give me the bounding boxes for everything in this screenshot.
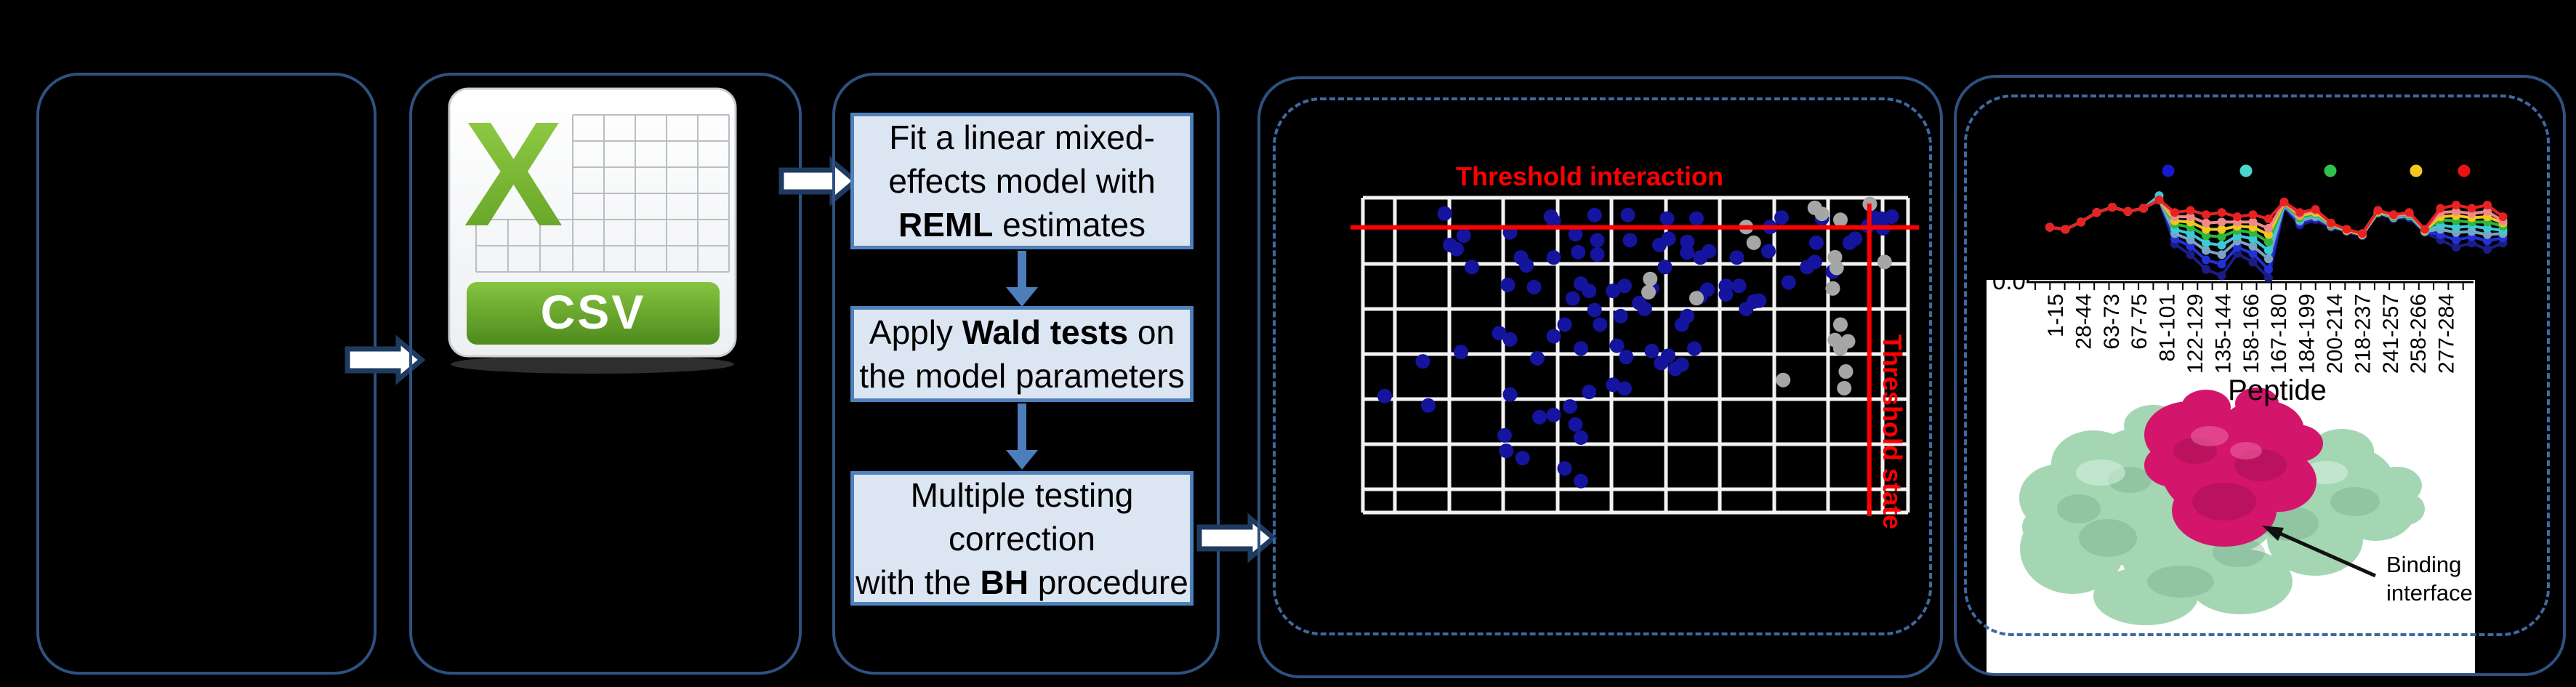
svg-text:158-166: 158-166 bbox=[2239, 294, 2263, 374]
hdx-figure-background: 1-15 28-44 63-73 67-75 81-101 122-129 135-144 1… bbox=[1987, 280, 2475, 674]
step-fit-model-line3: REML estimates bbox=[898, 206, 1146, 244]
step-bh-correction-line3: with the BH procedure bbox=[856, 563, 1188, 601]
step-fit-model-line1: Fit a linear mixed- bbox=[889, 118, 1155, 156]
down-arrow-1 bbox=[1006, 251, 1038, 307]
panel-statistical-modeling bbox=[832, 73, 1220, 675]
hdx-figure: 1-15 28-44 63-73 67-75 81-101 122-129 135-144 1… bbox=[2019, 280, 2474, 625]
csv-icon-shadow bbox=[451, 355, 734, 374]
peptide-axis: 1-15 28-44 63-73 67-75 81-101 122-129 135-144 1… bbox=[2026, 280, 2474, 374]
svg-text:200-214: 200-214 bbox=[2323, 294, 2347, 374]
binding-peptide-highlights bbox=[2191, 426, 2262, 459]
deuterium-uptake-chart bbox=[2045, 164, 2508, 283]
svg-text:1-15: 1-15 bbox=[2044, 294, 2068, 337]
svg-text:135-144: 135-144 bbox=[2211, 294, 2235, 374]
step-wald-tests-line2: the model parameters bbox=[859, 357, 1185, 395]
panel-hdx-validation bbox=[1954, 75, 2566, 676]
panel-significance-dashed-border bbox=[1273, 97, 1932, 635]
flow-arrow-3 bbox=[1196, 513, 1278, 563]
svg-text:81-101: 81-101 bbox=[2156, 294, 2180, 361]
svg-text:218-237: 218-237 bbox=[2351, 294, 2375, 374]
step-bh-correction-line2: correction bbox=[949, 519, 1095, 558]
svg-text:241-257: 241-257 bbox=[2379, 294, 2403, 374]
protein-structure-image bbox=[2019, 387, 2425, 625]
step-bh-correction-line1: Multiple testing bbox=[910, 475, 1134, 514]
step-wald-tests: Apply Wald tests on the model parameters bbox=[850, 306, 1194, 402]
svg-text:67-75: 67-75 bbox=[2128, 294, 2152, 350]
threshold-scatter-plot bbox=[1351, 196, 1919, 516]
svg-text:63-73: 63-73 bbox=[2100, 294, 2124, 350]
step-bh-correction: Multiple testing correction with the BH … bbox=[850, 471, 1194, 606]
panel-input-data bbox=[36, 73, 377, 675]
csv-file-icon: X CSV bbox=[448, 87, 737, 374]
svg-text:122-129: 122-129 bbox=[2183, 294, 2207, 374]
threshold-interaction-label: Threshold interaction bbox=[1456, 161, 1724, 191]
panel-hdx-dashed-border bbox=[1964, 95, 2550, 636]
down-arrow-2 bbox=[1006, 403, 1038, 470]
step-fit-model: Fit a linear mixed- effects model with R… bbox=[850, 113, 1194, 249]
svg-text:167-180: 167-180 bbox=[2267, 294, 2291, 374]
step-fit-model-line2: effects model with bbox=[888, 162, 1156, 200]
csv-spreadsheet-grid bbox=[475, 114, 730, 273]
panel-significance-plot bbox=[1257, 76, 1943, 678]
binding-interface-arrow bbox=[2262, 526, 2377, 578]
panel-csv-export bbox=[409, 73, 802, 675]
binding-interface-label: Binding interface bbox=[2386, 552, 2473, 606]
svg-text:184-199: 184-199 bbox=[2295, 294, 2319, 374]
y-axis-zero-label: 0.0 bbox=[1992, 268, 2026, 294]
step-wald-tests-line1: Apply Wald tests on bbox=[869, 313, 1175, 351]
excel-x-letter: X bbox=[464, 91, 563, 257]
threshold-state-label: Threshold state bbox=[1877, 334, 1907, 530]
svg-text:258-266: 258-266 bbox=[2407, 294, 2431, 374]
csv-banner bbox=[467, 282, 720, 345]
svg-text:277-284: 277-284 bbox=[2435, 294, 2459, 374]
svg-text:28-44: 28-44 bbox=[2072, 294, 2096, 350]
csv-banner-label: CSV bbox=[541, 285, 646, 339]
peptide-axis-title: Peptide bbox=[2228, 374, 2327, 406]
